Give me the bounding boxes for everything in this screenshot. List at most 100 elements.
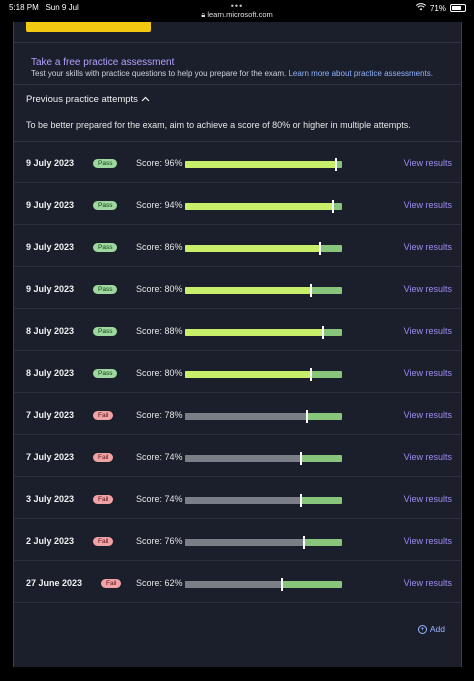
wifi-icon [415,3,427,13]
attempt-row: 7 July 2023 Fail Score: 74% View results [14,435,461,477]
attempt-score: Score: 96% [136,158,183,168]
view-results-link[interactable]: View results [403,200,452,210]
attempt-row: 27 June 2023 Fail Score: 62% View results [14,561,461,603]
result-badge: Pass [93,201,118,210]
free-assessment-description: Test your skills with practice questions… [31,69,433,78]
score-bar-fill [185,581,282,588]
ios-status-bar: 5:18 PM Sun 9 Jul ••• 🔒︎ learn.microsoft… [0,0,474,22]
more-dots-icon[interactable]: ••• [230,1,244,11]
schedule-exam-button[interactable] [26,22,151,32]
attempt-date: 9 July 2023 [26,200,75,210]
result-badge: Pass [93,327,118,336]
score-bar-fill [185,371,311,378]
status-time: 5:18 PM [9,3,39,12]
divider [14,42,461,43]
attempt-date: 7 July 2023 [26,452,75,462]
score-bar [185,455,342,462]
attempt-row: 2 July 2023 Fail Score: 76% View results [14,519,461,561]
battery-percent: 71% [429,3,446,13]
view-results-link[interactable]: View results [403,242,452,252]
url-bar[interactable]: 🔒︎ learn.microsoft.com [201,10,273,20]
divider [14,84,461,85]
score-marker [300,452,302,465]
attempt-date: 27 June 2023 [26,578,83,588]
attempt-row: 8 July 2023 Pass Score: 80% View results [14,351,461,393]
view-results-link[interactable]: View results [403,494,452,504]
attempt-score: Score: 74% [136,452,183,462]
attempt-score: Score: 80% [136,368,183,378]
view-results-link[interactable]: View results [403,578,452,588]
attempt-date: 8 July 2023 [26,326,75,336]
attempt-row: 7 July 2023 Fail Score: 78% View results [14,393,461,435]
result-badge: Pass [93,285,118,294]
score-bar-fill [185,539,304,546]
attempt-row: 8 July 2023 Pass Score: 88% View results [14,309,461,351]
chevron-up-icon [141,95,150,104]
score-marker [300,494,302,507]
score-bar-fill [185,161,336,168]
add-button[interactable]: + Add [417,624,445,634]
attempt-score: Score: 80% [136,284,183,294]
result-badge: Fail [93,411,114,420]
view-results-link[interactable]: View results [403,284,452,294]
result-badge: Fail [93,537,114,546]
score-marker [310,284,312,297]
score-bar [185,287,342,294]
score-bar [185,245,342,252]
result-badge: Fail [101,579,122,588]
score-bar [185,203,342,210]
attempt-row: 9 July 2023 Pass Score: 94% View results [14,183,461,225]
score-marker [332,200,334,213]
view-results-link[interactable]: View results [403,410,452,420]
view-results-link[interactable]: View results [403,368,452,378]
plus-circle-icon: + [417,624,427,634]
score-marker [303,536,305,549]
score-bar [185,161,342,168]
attempt-date: 9 July 2023 [26,242,75,252]
attempt-row: 9 July 2023 Pass Score: 80% View results [14,267,461,309]
attempt-score: Score: 86% [136,242,183,252]
view-results-link[interactable]: View results [403,326,452,336]
score-bar-fill [185,329,323,336]
view-results-link[interactable]: View results [403,158,452,168]
view-results-link[interactable]: View results [403,452,452,462]
score-bar [185,581,342,588]
attempt-score: Score: 88% [136,326,183,336]
lock-icon: 🔒︎ [201,10,206,19]
attempts-intro-text: To be better prepared for the exam, aim … [26,120,411,130]
attempts-list: 9 July 2023 Pass Score: 96% View results 9 J… [14,141,461,603]
address-area[interactable]: ••• 🔒︎ learn.microsoft.com [0,1,474,20]
status-date: Sun 9 Jul [45,3,79,12]
result-badge: Pass [93,369,118,378]
attempt-date: 7 July 2023 [26,410,75,420]
score-bar-fill [185,203,333,210]
previous-attempts-toggle[interactable]: Previous practice attempts [26,94,150,105]
score-marker [310,368,312,381]
attempt-date: 3 July 2023 [26,494,75,504]
score-bar-fill [185,455,301,462]
score-bar [185,371,342,378]
score-marker [322,326,324,339]
score-marker [335,158,337,171]
score-marker [319,242,321,255]
view-results-link[interactable]: View results [403,536,452,546]
attempt-score: Score: 94% [136,200,183,210]
attempt-date: 2 July 2023 [26,536,75,546]
result-badge: Fail [93,495,114,504]
attempt-row: 9 July 2023 Pass Score: 86% View results [14,225,461,267]
score-bar-fill [185,413,307,420]
score-marker [281,578,283,591]
score-bar-fill [185,287,311,294]
score-bar [185,539,342,546]
result-badge: Fail [93,453,114,462]
attempt-score: Score: 76% [136,536,183,546]
result-badge: Pass [93,159,118,168]
learn-more-link[interactable]: Learn more about practice assessments. [288,69,433,78]
url-text: learn.microsoft.com [207,10,273,19]
status-time-date: 5:18 PM Sun 9 Jul [9,3,79,12]
attempt-row: 9 July 2023 Pass Score: 96% View results [14,141,461,183]
previous-attempts-heading: Previous practice attempts [26,94,138,105]
attempt-row: 3 July 2023 Fail Score: 74% View results [14,477,461,519]
free-assessment-title[interactable]: Take a free practice assessment [31,57,175,68]
score-marker [306,410,308,423]
